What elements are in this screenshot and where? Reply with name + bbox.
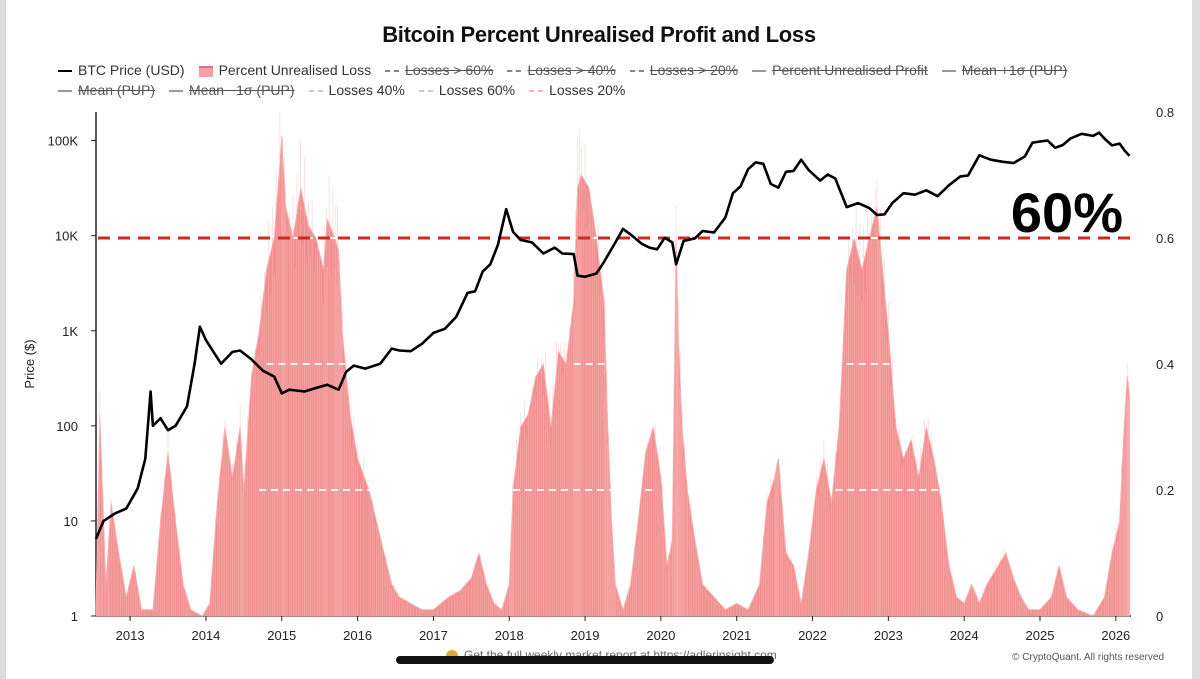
y2-tick-label: 0.2 <box>1156 483 1174 498</box>
y-tick-label: 1 <box>71 609 78 624</box>
legend-label: Losses > 60% <box>405 62 494 78</box>
legend-swatch <box>198 65 213 77</box>
y2-tick-label: 0 <box>1156 609 1163 624</box>
legend-item[interactable]: Losses 60% <box>418 80 516 100</box>
legend-item[interactable]: Percent Unrealised Profit <box>752 60 928 80</box>
chart-frame: Bitcoin Percent Unrealised Profit and Lo… <box>6 0 1192 679</box>
legend-swatch <box>752 70 767 73</box>
legend-item[interactable]: Percent Unrealised Loss <box>198 60 372 80</box>
btc-price-line <box>94 131 1131 540</box>
y-tick-label: 1K <box>62 324 78 339</box>
legend-item[interactable]: Mean −1σ (PUP) <box>169 80 295 100</box>
x-tick-label: 2020 <box>646 628 675 643</box>
legend-label: Losses 40% <box>328 82 405 98</box>
legend-label: Losses > 20% <box>649 62 739 78</box>
y-tick-label: 10 <box>64 514 78 529</box>
legend-label: Losses > 40% <box>527 62 616 78</box>
x-tick-label: 2014 <box>191 628 220 643</box>
legend-swatch <box>941 70 956 73</box>
legend-item[interactable]: Losses > 60% <box>385 60 493 80</box>
chart-title: Bitcoin Percent Unrealised Profit and Lo… <box>382 22 816 47</box>
legend-label: BTC Price (USD) <box>78 62 185 78</box>
legend-item[interactable]: Mean +1σ (PUP) <box>941 60 1068 80</box>
legend-label: Mean (PUP) <box>78 82 156 98</box>
legend-item[interactable]: BTC Price (USD) <box>58 60 185 80</box>
x-tick-label: 2015 <box>267 628 296 643</box>
x-tick-label: 2021 <box>722 628 751 643</box>
y2-tick-label: 0.8 <box>1156 105 1174 120</box>
x-tick-label: 2018 <box>495 628 524 643</box>
x-tick-label: 2025 <box>1026 628 1055 643</box>
legend-swatch <box>58 70 72 73</box>
legend-item[interactable]: Losses > 20% <box>629 60 739 80</box>
home-indicator-bar <box>396 656 774 664</box>
x-tick-label: 2013 <box>116 628 145 643</box>
copyright-text: © CryptoQuant. All rights reserved <box>1012 652 1164 663</box>
legend-swatch <box>418 90 433 93</box>
y2-tick-label: 0.6 <box>1156 231 1174 246</box>
legend-label: Losses 20% <box>549 82 626 98</box>
legend-label: Percent Unrealised Loss <box>218 62 372 78</box>
legend-swatch <box>308 90 323 93</box>
chart-canvas: 60% 1 10 100 1K 10K 100K 0 0.2 0.4 0.6 0.8 2013 2014 2… <box>22 105 1174 643</box>
legend-swatch <box>385 70 400 73</box>
y-tick-label: 10K <box>55 229 78 244</box>
legend-swatch <box>629 70 644 73</box>
chart-legend: BTC Price (USD) Percent Unrealised Loss Lo… <box>58 60 1178 100</box>
x-tick-label: 2024 <box>950 628 979 643</box>
legend-label: Losses 60% <box>438 82 516 98</box>
legend-item[interactable]: Losses > 40% <box>507 60 616 80</box>
legend-swatch <box>507 70 522 73</box>
y-tick-label: 100 <box>56 419 78 434</box>
legend-label: Mean +1σ (PUP) <box>961 62 1068 78</box>
legend-swatch <box>529 90 544 93</box>
legend-label: Percent Unrealised Profit <box>772 62 928 78</box>
x-tick-label: 2023 <box>874 628 903 643</box>
pul-spikes <box>95 112 1130 616</box>
y-tick-label: 100K <box>48 134 79 149</box>
threshold-60-label: 60% <box>1011 181 1123 244</box>
x-tick-label: 2017 <box>419 628 448 643</box>
x-tick-label: 2026 <box>1101 628 1130 643</box>
y2-tick-label: 0.4 <box>1156 357 1174 372</box>
legend-item[interactable]: Mean (PUP) <box>58 80 155 100</box>
x-tick-label: 2022 <box>798 628 827 643</box>
y-axis-title: Price ($) <box>22 339 37 388</box>
legend-label: Mean −1σ (PUP) <box>189 82 295 98</box>
legend-item[interactable]: Losses 20% <box>529 80 625 100</box>
x-tick-label: 2019 <box>571 628 600 643</box>
legend-swatch <box>58 90 72 93</box>
legend-swatch <box>169 90 184 93</box>
x-tick-label: 2016 <box>343 628 372 643</box>
legend-item[interactable]: Losses 40% <box>308 80 405 100</box>
